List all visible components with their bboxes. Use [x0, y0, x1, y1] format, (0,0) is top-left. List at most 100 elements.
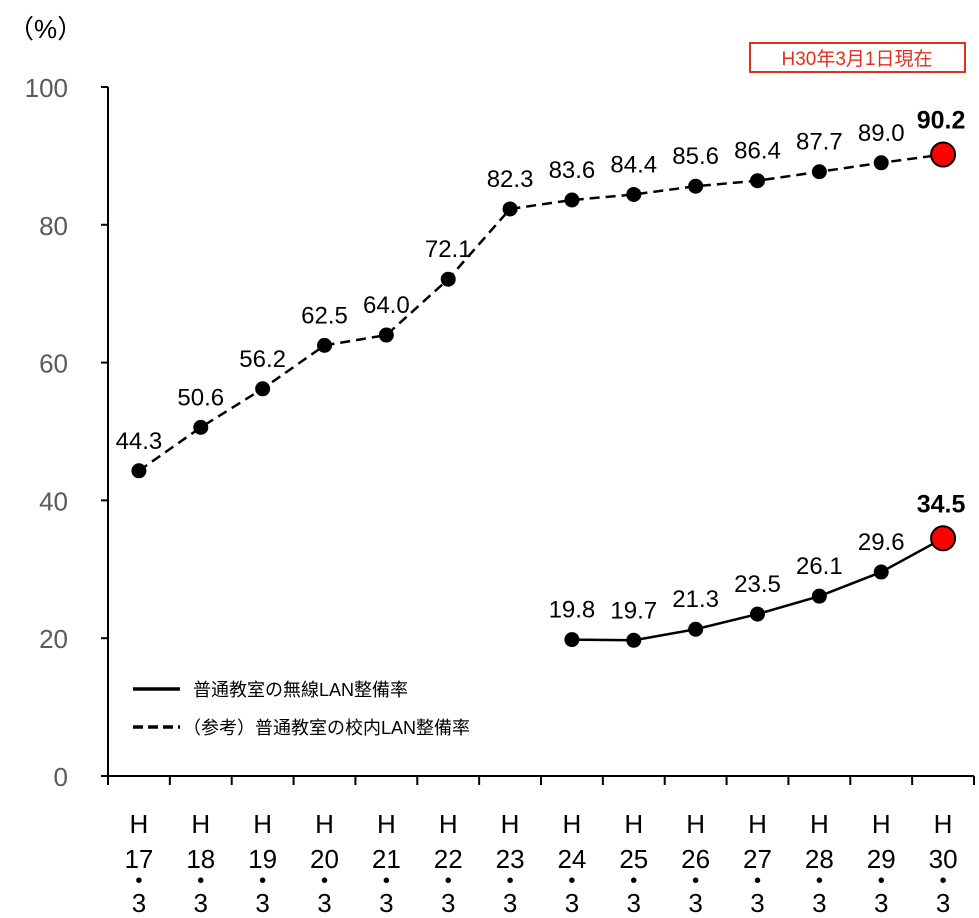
data-point [688, 178, 704, 194]
x-tick-label-month: 3 [750, 888, 764, 918]
data-label: 44.3 [116, 428, 163, 455]
data-point [811, 588, 827, 604]
x-tick-label-era: H [624, 809, 643, 839]
x-tick-label-month: 3 [627, 888, 641, 918]
x-tick-label-sep: ・ [868, 866, 894, 896]
annotation-stamp: H30年3月1日現在 [749, 42, 966, 73]
x-tick-label-era: H [810, 809, 829, 839]
x-tick-label-year: 22 [434, 844, 463, 874]
x-tick-label-year: 30 [929, 844, 958, 874]
x-tick-label-year: 18 [186, 844, 215, 874]
x-tick-label-month: 3 [194, 888, 208, 918]
x-tick-label-sep: ・ [497, 866, 523, 896]
data-label: 19.7 [610, 597, 657, 624]
data-point [378, 327, 394, 343]
x-tick-label-sep: ・ [930, 866, 956, 896]
x-tick-label: H 30・3 [929, 809, 958, 918]
data-label: 86.4 [734, 138, 781, 165]
legend: 普通教室の無線LAN整備率 （参考）普通教室の校内LAN整備率 [133, 680, 470, 738]
x-tick-label: H 21・3 [372, 809, 401, 918]
x-tick-label-month: 3 [503, 888, 517, 918]
data-label: 64.0 [363, 292, 410, 319]
data-point [811, 164, 827, 180]
data-point [440, 271, 456, 287]
data-point [255, 381, 271, 397]
x-tick-label-sep: ・ [311, 866, 337, 896]
x-tick-label-sep: ・ [683, 866, 709, 896]
x-tick-label-sep: ・ [621, 866, 647, 896]
data-label: 87.7 [796, 129, 843, 156]
x-tick-label-month: 3 [812, 888, 826, 918]
data-point [564, 192, 580, 208]
x-tick-label-era: H [934, 809, 953, 839]
x-tick-label-year: 25 [619, 844, 648, 874]
x-tick-label: H 17・3 [124, 809, 153, 918]
annotation-stamp-border [749, 42, 966, 73]
x-tick-label-sep: ・ [250, 866, 276, 896]
highlight-point [930, 141, 957, 168]
data-label: 21.3 [672, 586, 719, 613]
series-line-dashed [138, 153, 944, 472]
y-tick-label: 20 [39, 624, 68, 654]
x-tick-label-era: H [130, 809, 149, 839]
x-tick-label-year: 21 [372, 844, 401, 874]
x-tick-label: H 22・3 [434, 809, 463, 918]
data-label: 19.8 [549, 597, 596, 624]
data-label-highlight: 90.2 [917, 107, 966, 135]
data-labels: 44.3 50.6 56.2 62.5 64.0 72.1 82.3 83.6 84.4 85.6… [116, 107, 966, 625]
x-tick-label: H 23・3 [496, 809, 525, 918]
x-tick-label-era: H [315, 809, 334, 839]
x-tick-label-era: H [686, 809, 705, 839]
y-tick-label: 60 [39, 349, 68, 379]
data-point [131, 463, 147, 479]
data-label: 56.2 [239, 346, 286, 373]
x-tick-label-year: 24 [557, 844, 586, 874]
x-tick-label-sep: ・ [744, 866, 770, 896]
x-tick-label-month: 3 [688, 888, 702, 918]
x-tick-label-year: 28 [805, 844, 834, 874]
x-tick-label-month: 3 [874, 888, 888, 918]
x-tick-label-month: 3 [441, 888, 455, 918]
data-point [688, 621, 704, 637]
x-tick-label-year: 19 [248, 844, 277, 874]
y-tick-label: 80 [39, 211, 68, 241]
x-tick-label: H 24・3 [557, 809, 586, 918]
highlight-point [930, 525, 957, 552]
data-label: 72.1 [425, 236, 472, 263]
x-tick-label: H 19・3 [248, 809, 277, 918]
x-tick-label: H 20・3 [310, 809, 339, 918]
y-tick-label: 100 [25, 73, 68, 103]
data-label: 83.6 [549, 157, 596, 184]
x-tick-label-year: 26 [681, 844, 710, 874]
data-label: 29.6 [858, 529, 905, 556]
x-tick-label-month: 3 [317, 888, 331, 918]
y-tick-label: 0 [54, 762, 68, 792]
x-tick-label-year: 17 [124, 844, 153, 874]
data-label: 62.5 [301, 302, 348, 329]
data-label-highlight: 34.5 [917, 490, 966, 518]
x-tick-label-month: 3 [379, 888, 393, 918]
data-point [626, 186, 642, 202]
data-point [564, 632, 580, 648]
x-tick-label-sep: ・ [126, 866, 152, 896]
x-tick-label-month: 3 [132, 888, 146, 918]
data-point [750, 173, 765, 189]
x-tick-label-month: 3 [565, 888, 579, 918]
legend-label-solid: 普通教室の無線LAN整備率 [193, 680, 408, 700]
data-point [873, 155, 889, 171]
x-tick-label: H 28・3 [805, 809, 834, 918]
x-tick-label: H 25・3 [619, 809, 648, 918]
data-label: 23.5 [734, 571, 781, 598]
x-tick-label-sep: ・ [806, 866, 832, 896]
x-tick-label-era: H [748, 809, 767, 839]
x-tick-label: H 29・3 [867, 809, 896, 918]
x-tick-label: H 18・3 [186, 809, 215, 918]
y-axis-unit-label: （%） [8, 14, 83, 44]
data-point [750, 606, 765, 622]
x-tick-label-month: 3 [936, 888, 950, 918]
x-tick-label-era: H [191, 809, 210, 839]
x-tick-label-year: 29 [867, 844, 896, 874]
data-label: 85.6 [672, 143, 719, 170]
legend-label-dashed: （参考）普通教室の校内LAN整備率 [183, 718, 470, 738]
